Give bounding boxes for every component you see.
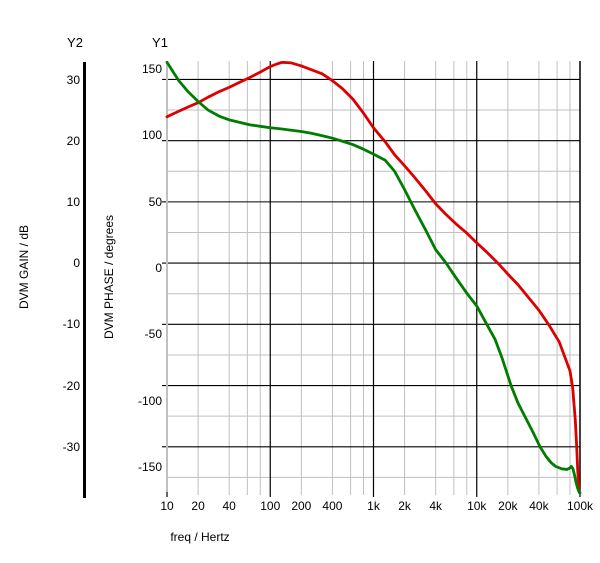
x-tick-label: 10 [160, 499, 174, 513]
y2-tick-label: 10 [66, 194, 80, 209]
x-tick-label: 2k [398, 499, 411, 513]
y2-tick-label: -10 [62, 317, 80, 332]
y2-tick-label: -20 [62, 378, 80, 393]
x-tick-label: 4k [429, 499, 442, 513]
y2-axis-label: DVM GAIN / dB [17, 224, 31, 310]
x-tick-label: 10k [467, 499, 487, 513]
x-axis-label: freq / Hertz [170, 530, 230, 544]
x-tick-label: 200 [291, 499, 312, 513]
x-tick-label: 40 [222, 499, 236, 513]
y2-tick-label: 0 [73, 256, 80, 271]
y2-axis-bar [83, 62, 86, 498]
x-tick-label: 400 [322, 499, 343, 513]
y1-tick-label: -50 [144, 327, 162, 342]
x-tick-label: 40k [529, 499, 549, 513]
y2-tick-label: 20 [66, 133, 80, 148]
y1-tick-label: 150 [141, 62, 162, 76]
y1-tick-label: -100 [137, 393, 162, 408]
y1-tick-label: 100 [141, 128, 162, 143]
y2-tick-label: 30 [66, 72, 80, 87]
dvm-phase-curve [165, 61, 582, 495]
x-tick-label: 100k [566, 499, 594, 513]
plot-area[interactable] [167, 61, 580, 491]
y1-tick-label: -150 [137, 459, 162, 474]
bode-plot [162, 61, 582, 497]
x-tick-label: 100 [260, 499, 281, 513]
y1-axis-title: Y1 [152, 35, 168, 50]
y1-tick-label: 0 [155, 260, 162, 275]
y2-tick-label: -30 [62, 439, 80, 454]
x-tick-label: 20k [498, 499, 518, 513]
dvm-gain-curve [165, 61, 581, 493]
y2-axis-title: Y2 [67, 35, 83, 50]
x-tick-label: 20 [191, 499, 205, 513]
x-tick-label: 1k [367, 499, 380, 513]
y1-tick-label: 50 [148, 194, 162, 209]
y1-axis-label: DVM PHASE / degrees [102, 214, 116, 340]
